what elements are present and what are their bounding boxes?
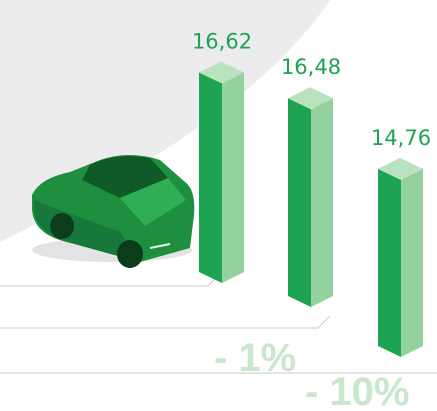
value-label: 16,48 xyxy=(281,55,341,79)
bar-face xyxy=(378,157,423,180)
bar-face xyxy=(401,168,423,357)
guide-line xyxy=(0,315,331,329)
value-label: 16,62 xyxy=(192,30,252,54)
bar-face xyxy=(288,87,333,110)
annotation: - 10% xyxy=(305,370,410,411)
bar-face xyxy=(199,61,244,84)
bar-face xyxy=(199,72,222,283)
bar xyxy=(288,87,333,308)
guide-line xyxy=(0,271,223,287)
bar-face xyxy=(311,98,333,308)
bar xyxy=(199,61,244,283)
bar xyxy=(378,157,423,357)
car xyxy=(32,155,195,268)
value-label: 14,76 xyxy=(371,126,431,150)
bar-face xyxy=(222,72,244,283)
bar-face xyxy=(288,98,311,308)
annotation: - 1% xyxy=(214,336,296,380)
bar-face xyxy=(378,168,401,357)
